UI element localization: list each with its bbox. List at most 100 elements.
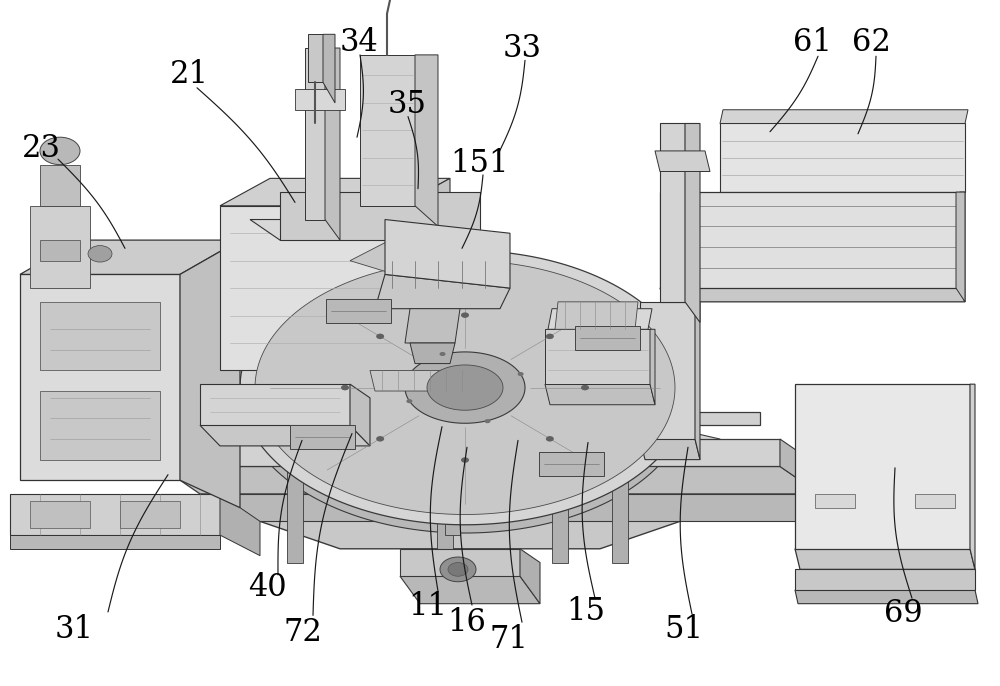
Text: 69: 69 <box>884 598 923 630</box>
Circle shape <box>341 385 349 390</box>
Text: 62: 62 <box>852 27 891 58</box>
Text: 61: 61 <box>793 27 832 58</box>
Polygon shape <box>548 309 652 329</box>
Polygon shape <box>575 326 640 350</box>
Circle shape <box>546 333 554 339</box>
Polygon shape <box>30 501 90 528</box>
Polygon shape <box>120 501 180 528</box>
Polygon shape <box>350 240 440 288</box>
Polygon shape <box>20 274 180 480</box>
Text: 16: 16 <box>447 606 486 638</box>
Circle shape <box>518 372 524 376</box>
Polygon shape <box>10 494 220 535</box>
Polygon shape <box>400 549 520 576</box>
Polygon shape <box>325 48 340 240</box>
Text: 51: 51 <box>664 613 703 645</box>
Polygon shape <box>326 299 391 323</box>
Text: 35: 35 <box>388 88 427 120</box>
Polygon shape <box>160 494 820 521</box>
Polygon shape <box>220 425 720 549</box>
Polygon shape <box>40 165 80 206</box>
Polygon shape <box>360 55 415 206</box>
Polygon shape <box>640 302 695 439</box>
Polygon shape <box>445 439 460 535</box>
Circle shape <box>40 137 80 165</box>
Polygon shape <box>720 123 965 192</box>
Text: 34: 34 <box>340 27 379 58</box>
Polygon shape <box>685 123 700 322</box>
Polygon shape <box>180 240 240 508</box>
Polygon shape <box>160 466 820 494</box>
Text: 151: 151 <box>450 147 509 179</box>
Polygon shape <box>795 569 975 590</box>
Polygon shape <box>305 48 325 220</box>
Polygon shape <box>385 220 510 288</box>
Text: 23: 23 <box>22 133 61 165</box>
Text: 21: 21 <box>170 58 209 90</box>
Circle shape <box>406 399 412 403</box>
Polygon shape <box>415 55 438 226</box>
Polygon shape <box>520 549 540 604</box>
Polygon shape <box>400 576 540 604</box>
Circle shape <box>546 436 554 442</box>
Circle shape <box>461 312 469 318</box>
Polygon shape <box>250 220 480 240</box>
Polygon shape <box>400 178 450 391</box>
Polygon shape <box>220 494 260 556</box>
Polygon shape <box>915 494 955 508</box>
Polygon shape <box>695 302 700 460</box>
Polygon shape <box>780 439 820 494</box>
Polygon shape <box>240 250 690 525</box>
Polygon shape <box>437 466 453 563</box>
Polygon shape <box>200 384 350 425</box>
Text: 33: 33 <box>503 32 542 64</box>
Polygon shape <box>660 123 685 302</box>
Polygon shape <box>220 412 720 453</box>
Polygon shape <box>795 590 978 604</box>
Polygon shape <box>180 412 760 425</box>
Polygon shape <box>960 192 965 302</box>
Polygon shape <box>720 110 968 123</box>
Polygon shape <box>160 439 780 466</box>
Text: 72: 72 <box>283 617 322 648</box>
Circle shape <box>461 458 469 463</box>
Polygon shape <box>375 274 510 309</box>
Polygon shape <box>40 391 160 460</box>
Text: 15: 15 <box>566 596 605 628</box>
Polygon shape <box>40 302 160 370</box>
Polygon shape <box>308 34 323 82</box>
Polygon shape <box>660 192 960 288</box>
Polygon shape <box>795 384 970 549</box>
Text: 71: 71 <box>490 624 529 655</box>
Polygon shape <box>220 178 450 206</box>
Polygon shape <box>427 365 503 410</box>
Polygon shape <box>970 384 975 569</box>
Polygon shape <box>295 89 345 110</box>
Polygon shape <box>290 425 355 449</box>
Polygon shape <box>956 192 965 302</box>
Text: 11: 11 <box>408 591 447 622</box>
Polygon shape <box>30 206 90 288</box>
Circle shape <box>581 385 589 390</box>
Text: 40: 40 <box>248 572 287 604</box>
Polygon shape <box>655 151 710 172</box>
Polygon shape <box>555 302 638 329</box>
Polygon shape <box>240 259 690 533</box>
Polygon shape <box>650 329 655 405</box>
Polygon shape <box>539 452 604 476</box>
Polygon shape <box>350 384 370 446</box>
Polygon shape <box>612 466 628 563</box>
Circle shape <box>376 333 384 339</box>
Polygon shape <box>40 240 80 261</box>
Polygon shape <box>795 549 975 569</box>
Polygon shape <box>410 343 455 364</box>
Circle shape <box>448 563 468 576</box>
Polygon shape <box>370 370 485 391</box>
Polygon shape <box>545 329 650 384</box>
Polygon shape <box>220 206 400 370</box>
Polygon shape <box>815 494 855 508</box>
Polygon shape <box>10 535 220 549</box>
Polygon shape <box>287 466 303 563</box>
Polygon shape <box>660 288 965 302</box>
Polygon shape <box>640 439 700 460</box>
